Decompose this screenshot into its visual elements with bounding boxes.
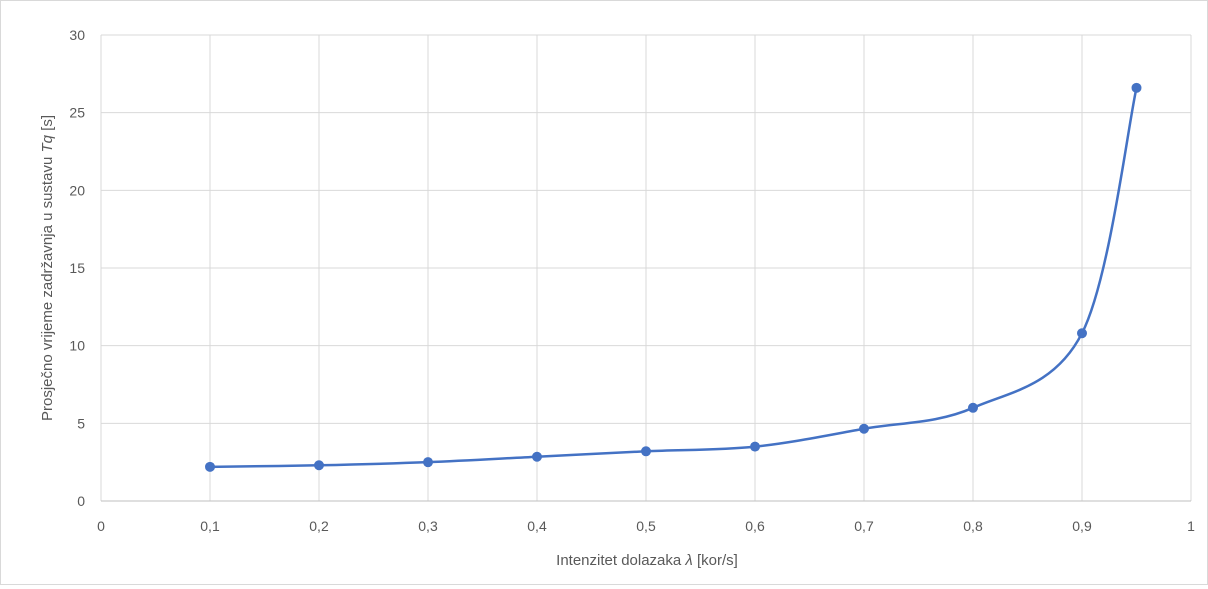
x-tick-label: 0,5 bbox=[636, 518, 656, 534]
axes bbox=[100, 35, 1191, 502]
x-tick-label: 0,4 bbox=[527, 518, 547, 534]
y-tick-label: 5 bbox=[77, 415, 85, 431]
data-point bbox=[750, 441, 760, 452]
x-tick-label: 0,1 bbox=[200, 518, 220, 534]
data-point bbox=[314, 460, 324, 471]
data-point bbox=[641, 446, 651, 457]
data-point bbox=[968, 402, 978, 413]
data-point bbox=[205, 461, 215, 472]
data-point bbox=[1131, 82, 1142, 93]
tick-labels: 0 0,1 0,2 0,3 0,4 0,5 0,6 0,7 0,8 0,9 105101520253… bbox=[69, 27, 1195, 534]
x-tick-label: 0,9 bbox=[1072, 518, 1092, 534]
x-tick-label: 0,3 bbox=[418, 518, 438, 534]
x-tick-label: 0,2 bbox=[309, 518, 329, 534]
series-points bbox=[205, 82, 1142, 472]
y-tick-label: 0 bbox=[77, 493, 85, 509]
data-point bbox=[1077, 328, 1087, 339]
y-tick-label: 20 bbox=[69, 182, 85, 198]
x-tick-label: 1 bbox=[1187, 518, 1195, 534]
x-tick-label: 0,8 bbox=[963, 518, 983, 534]
data-point bbox=[859, 423, 869, 434]
data-point bbox=[423, 457, 433, 468]
grid bbox=[101, 34, 1192, 501]
series-line bbox=[209, 87, 1138, 469]
x-tick-label: 0 bbox=[97, 518, 105, 534]
y-tick-label: 30 bbox=[69, 27, 85, 43]
x-tick-label: 0,6 bbox=[745, 518, 765, 534]
y-tick-label: 10 bbox=[69, 338, 85, 354]
data-point bbox=[532, 451, 542, 462]
x-tick-label: 0,7 bbox=[854, 518, 874, 534]
x-axis-title: Intenzitet dolazaka λ [kor/s] bbox=[556, 552, 738, 569]
y-axis-title: Prosječno vrijeme zadržavnja u sustavu T… bbox=[39, 115, 56, 421]
series-line-group bbox=[209, 87, 1138, 469]
y-tick-label: 25 bbox=[69, 105, 85, 121]
y-tick-label: 15 bbox=[69, 260, 85, 276]
